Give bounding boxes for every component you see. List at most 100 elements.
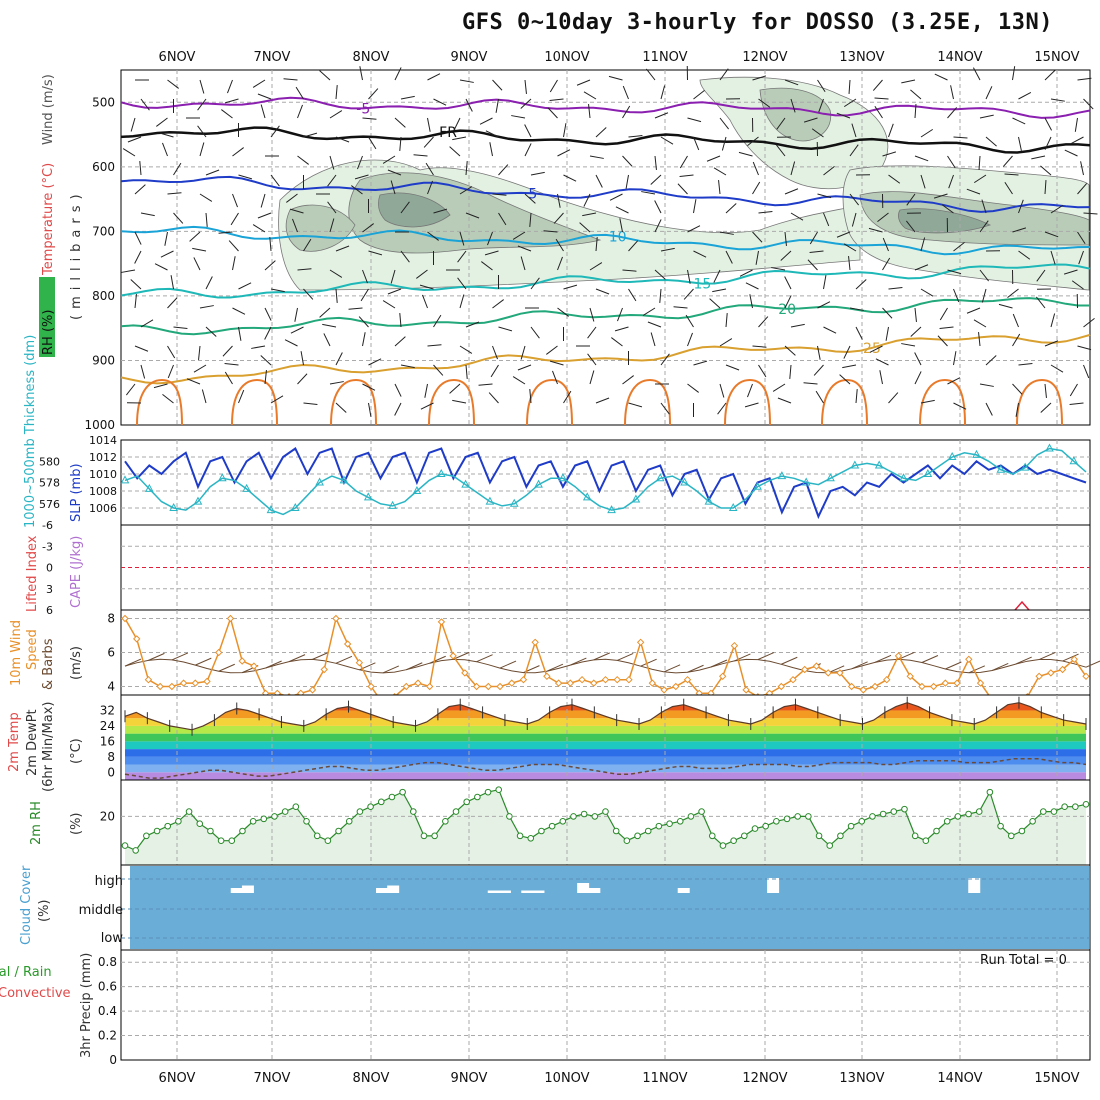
- rh2m-point: [153, 827, 161, 835]
- wind-barb: [752, 75, 767, 81]
- wind-barb: [849, 193, 860, 206]
- slp-line: [124, 447, 1087, 520]
- wind10m-barb: [851, 661, 868, 670]
- isotherm-line: [120, 263, 1091, 299]
- rh-shade: [348, 172, 602, 254]
- isotherm-loop: [231, 378, 278, 426]
- temp-tick-label: 16: [100, 734, 115, 748]
- wind-barb: [162, 393, 174, 404]
- wind-barb: [529, 212, 532, 227]
- wind-barb: [264, 326, 272, 340]
- wind-barb: [134, 231, 142, 245]
- wind-barb: [619, 218, 623, 233]
- wind-barb: [488, 392, 499, 404]
- wind10m-point: [437, 618, 446, 626]
- wind10m-point: [168, 682, 176, 691]
- rh2m-point: [666, 820, 673, 828]
- rh-shade: [378, 192, 451, 228]
- wind-barb: [718, 180, 721, 195]
- wind-barb: [199, 305, 214, 309]
- thickness-point: [534, 479, 543, 488]
- wind-barb: [772, 383, 786, 392]
- wind-barb: [978, 332, 981, 347]
- wind10m-label-b: Speed: [25, 629, 40, 670]
- upper-grid: [121, 70, 1090, 425]
- wind10m-barb: [570, 657, 587, 666]
- wind-barb: [327, 201, 337, 214]
- wind-barb: [836, 112, 851, 119]
- thickness-point: [363, 492, 373, 501]
- wind10m-barb: [476, 654, 493, 663]
- upper-air-panel: -5 FR 5 10 15 20 25 500 600 700 800 900 1000: [84, 65, 1098, 432]
- wind-barb: [512, 231, 526, 240]
- wind-barb: [121, 269, 136, 273]
- wind10m-barb: [429, 655, 446, 664]
- wind-barb: [232, 193, 238, 208]
- rh2m-point: [1082, 800, 1090, 808]
- wind-barb: [201, 389, 207, 404]
- wind-barb: [303, 132, 318, 138]
- wind-barb: [1077, 183, 1088, 195]
- wind-barb: [947, 155, 956, 169]
- wind-barb: [465, 161, 468, 176]
- wind-barb: [238, 326, 242, 341]
- wind-barb: [947, 377, 961, 385]
- date-label-bottom: 11NOV: [642, 1071, 687, 1086]
- wind-barb: [465, 212, 480, 219]
- wind10m-point: [226, 614, 235, 623]
- wind-barb: [758, 98, 771, 108]
- wind-barb: [660, 136, 674, 145]
- wind-barb: [303, 402, 318, 405]
- wind-barb: [422, 294, 428, 309]
- wind-barb: [815, 390, 824, 404]
- wind-barb: [199, 79, 205, 94]
- wind10m-point: [859, 686, 868, 694]
- cloud-gap: [487, 890, 500, 893]
- wind-barb: [579, 222, 591, 233]
- wind10m-point: [484, 682, 493, 691]
- wind-barb: [979, 220, 989, 233]
- wind-barb: [433, 98, 447, 106]
- wind10m-point: [941, 679, 950, 687]
- wind10m-barb: [992, 663, 1009, 671]
- wind-barb: [130, 279, 142, 290]
- wind-barb: [687, 383, 699, 393]
- date-label-top: 6NOV: [159, 50, 196, 65]
- wind-barb: [319, 307, 331, 318]
- wind-barb: [790, 161, 796, 176]
- rh2m-point: [132, 847, 139, 854]
- wind-barb: [517, 245, 532, 252]
- wind-barb: [1063, 269, 1078, 275]
- thickness-point: [801, 477, 811, 486]
- wind-barb: [784, 188, 799, 195]
- pressure-tick-label: 1000: [84, 418, 115, 432]
- rh2m-point: [356, 808, 364, 815]
- isotherm-loop: [330, 378, 377, 426]
- wind10m-point: [965, 655, 973, 664]
- rh2m-point: [121, 842, 129, 849]
- wind-barb: [459, 79, 474, 83]
- wind-barb: [817, 345, 821, 360]
- wind-barb: [490, 364, 499, 378]
- wind-barb: [595, 174, 603, 188]
- wind-barb: [642, 307, 656, 316]
- wind-barb: [557, 307, 569, 317]
- rh2m-point: [527, 834, 535, 842]
- wind-barb: [357, 155, 363, 170]
- wind-barb: [947, 107, 958, 119]
- rh2m-point: [741, 832, 748, 840]
- wind-barb: [546, 345, 558, 355]
- rh2m-point: [303, 817, 310, 825]
- wind10m-point: [871, 682, 879, 691]
- thickness-point: [436, 468, 446, 477]
- wind-barb: [1018, 136, 1022, 151]
- rh2m-point: [538, 827, 545, 835]
- wind-barb: [427, 73, 441, 81]
- wind-barb: [595, 127, 607, 138]
- wind-barb: [140, 98, 150, 111]
- wind10m-barb: [148, 652, 165, 661]
- wind-barb: [622, 269, 637, 272]
- wind-barb: [197, 125, 207, 138]
- wind-barb: [839, 374, 851, 385]
- wind-barb: [1070, 136, 1084, 145]
